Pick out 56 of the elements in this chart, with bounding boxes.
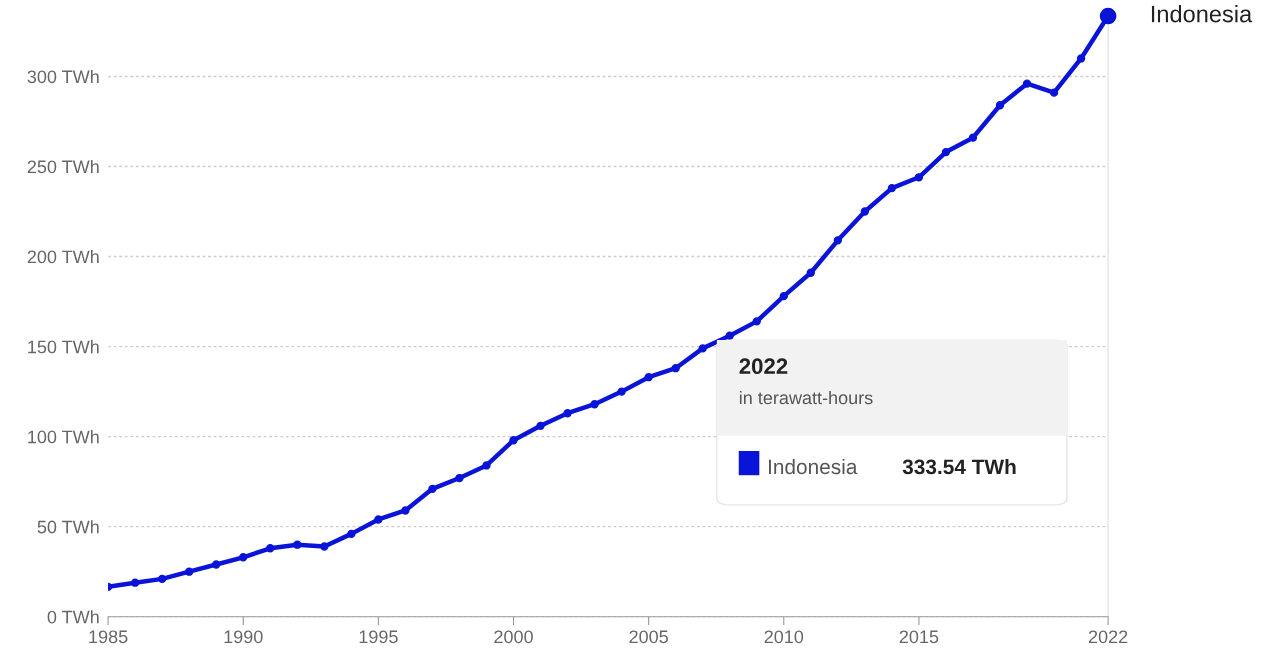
point — [833, 236, 843, 245]
y-tick-label: 0 TWh — [47, 610, 99, 624]
point — [185, 567, 194, 576]
point — [1022, 79, 1032, 88]
annotation: 333.54 TWh — [902, 458, 1016, 475]
y-tick-label: 250 TWh — [27, 159, 99, 174]
x-tick-label: 2005 — [629, 630, 668, 644]
point — [752, 317, 761, 326]
point — [239, 553, 248, 562]
annotation: 2022 — [739, 358, 788, 375]
point — [806, 268, 815, 277]
point — [644, 373, 653, 382]
text: Indonesia — [1151, 5, 1253, 23]
x-tick-label: 2010 — [764, 630, 804, 644]
point — [1076, 54, 1086, 63]
x-tick-label: 2000 — [494, 630, 533, 644]
point — [941, 147, 951, 157]
point — [401, 506, 410, 515]
x-tick-label: 2022 — [1088, 630, 1128, 644]
annotation: in terawatt-hours — [739, 391, 873, 405]
y-tick-label: 300 TWh — [27, 69, 99, 84]
y-tick-label: 200 TWh — [27, 249, 99, 264]
point — [887, 183, 897, 193]
legend-label: Indonesia — [768, 458, 858, 475]
point — [455, 473, 464, 483]
point — [995, 101, 1005, 110]
point — [1049, 88, 1059, 97]
point — [779, 291, 788, 301]
point — [698, 344, 707, 353]
x-tick-label: 1990 — [224, 630, 263, 644]
point — [671, 364, 680, 373]
point — [266, 544, 275, 553]
point — [914, 173, 924, 182]
point — [617, 387, 626, 396]
y-tick-label: 100 TWh — [28, 430, 99, 444]
point — [563, 409, 572, 418]
point — [590, 400, 599, 409]
point — [482, 461, 491, 470]
point — [212, 560, 221, 569]
y-tick-label: 150 TWh — [28, 340, 99, 354]
point — [536, 421, 545, 430]
point — [130, 578, 140, 587]
point — [293, 540, 302, 549]
point — [725, 331, 734, 340]
point — [968, 133, 978, 142]
y-tick-label: 50 TWh — [37, 520, 99, 534]
point — [428, 484, 437, 494]
point — [347, 529, 356, 539]
point — [374, 515, 383, 524]
x-tick-label: 1985 — [89, 630, 128, 644]
point — [157, 574, 167, 584]
x-tick-label: 2015 — [899, 630, 939, 644]
x-tick-label: 1995 — [359, 630, 398, 644]
point — [320, 542, 329, 551]
point — [860, 207, 870, 216]
point — [509, 436, 518, 445]
